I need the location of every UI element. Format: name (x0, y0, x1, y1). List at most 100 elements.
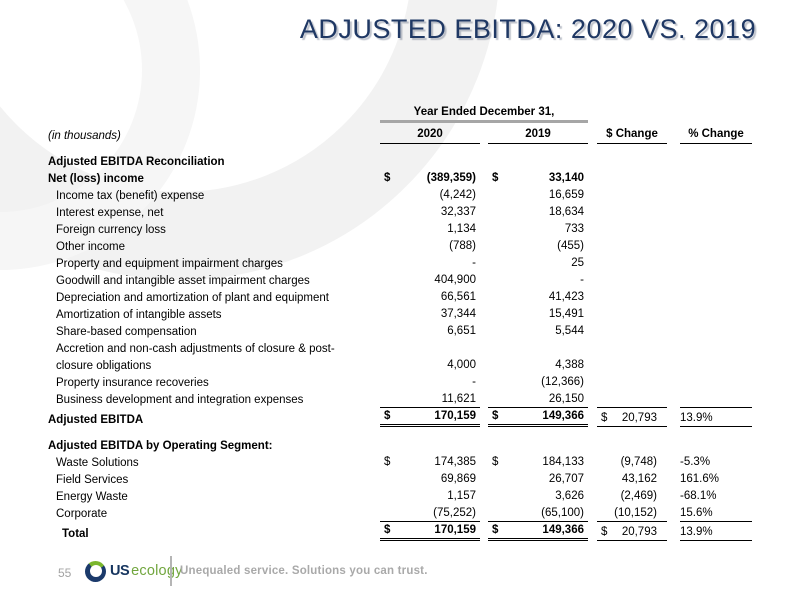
cell-value: 26,707 (548, 473, 584, 485)
table-row: Accretion and non-cash adjustments of cl… (48, 339, 752, 356)
cell-value: -5.3% (680, 456, 711, 468)
cell-value: 25 (571, 257, 584, 269)
cell-value: 26,150 (548, 393, 584, 405)
column-header-2019: 2019 (488, 121, 588, 144)
cell-value: 13.9% (680, 412, 713, 424)
cell-value: (65,100) (541, 507, 584, 519)
us-ecology-logo-icon (85, 560, 106, 582)
row-label: Adjusted EBITDA Reconciliation (48, 156, 225, 168)
row-label: closure obligations (56, 360, 152, 372)
cell-value: 69,869 (440, 473, 476, 485)
cell-value: 11,621 (441, 393, 476, 405)
table-row: Depreciation and amortization of plant a… (48, 288, 752, 305)
row-label: Field Services (56, 474, 129, 486)
table-row: Corporate (75,252) (65,100) (10,152) 15.6% (48, 504, 752, 521)
cell-value: 37,344 (440, 308, 476, 320)
row-label: Share-based compensation (56, 326, 197, 338)
cell-value: - (472, 376, 476, 388)
cell-value: -68.1% (680, 490, 717, 502)
cell-value: 4,000 (447, 359, 476, 371)
logo-text-us: US (110, 563, 130, 579)
cell-value: (2,469) (620, 490, 657, 502)
cell-value: 6,651 (447, 325, 476, 337)
table-row: Property and equipment impairment charge… (48, 254, 752, 271)
table-row: Energy Waste 1,157 3,626 (2,469) -68.1% (48, 487, 752, 504)
cell-value: 15,491 (548, 308, 584, 320)
table-row: Adjusted EBITDA $170,159 $149,366 $20,793 13… (48, 407, 752, 427)
cell-value: (12,366) (541, 376, 584, 388)
table-row: Adjusted EBITDA Reconciliation (48, 152, 752, 169)
financial-table: Year Ended December 31, (in thousands) 2… (48, 104, 752, 541)
cell-value: 1,157 (447, 490, 476, 502)
page-number: 55 (58, 566, 72, 580)
footer-tagline: Unequaled service. Solutions you can tru… (180, 565, 428, 577)
table-row: Interest expense, net 32,337 18,634 (48, 203, 752, 220)
column-header-dollar-change: $ Change (597, 121, 667, 144)
footer-divider (170, 556, 172, 586)
cell-value: (75,252) (433, 507, 476, 519)
row-label: Accretion and non-cash adjustments of cl… (56, 343, 335, 355)
table-row: Adjusted EBITDA by Operating Segment: (48, 436, 752, 453)
cell-value: 404,900 (434, 274, 476, 286)
cell-value: 32,337 (440, 206, 476, 218)
span-header-label: Year Ended December 31, (413, 105, 555, 118)
row-label: Property and equipment impairment charge… (56, 258, 283, 270)
row-label: Property insurance recoveries (56, 377, 209, 389)
table-head-rows: Year Ended December 31, (in thousands) 2… (48, 104, 752, 144)
cell-value: 13.9% (680, 526, 713, 538)
table-row: Property insurance recoveries - (12,366) (48, 373, 752, 390)
table-row: Other income (788) (455) (48, 237, 752, 254)
financial-table-wrap: Year Ended December 31, (in thousands) 2… (48, 104, 752, 541)
cell-value: 41,423 (548, 291, 584, 303)
units-note-cell: (in thousands) (48, 121, 380, 143)
cell-value: 16,659 (548, 189, 584, 201)
dollar-sign: $ (384, 456, 391, 468)
row-label: Income tax (benefit) expense (56, 190, 205, 202)
dollar-sign: $ (492, 410, 499, 422)
row-label: Adjusted EBITDA (48, 414, 144, 426)
cell-value: 170,159 (434, 410, 476, 422)
cell-value: 170,159 (434, 524, 476, 536)
cell-value: (10,152) (614, 507, 657, 519)
cell-value: 5,544 (555, 325, 584, 337)
row-label: Foreign currency loss (56, 224, 166, 236)
row-label: Business development and integration exp… (56, 394, 304, 406)
row-label: Corporate (56, 508, 108, 520)
table-row: closure obligations 4,000 4,388 (48, 356, 752, 373)
table-row (48, 427, 752, 436)
cell-value: 18,634 (548, 206, 584, 218)
cell-value: (389,359) (426, 172, 476, 184)
row-label: Net (loss) income (48, 173, 144, 185)
dollar-sign: $ (601, 526, 608, 538)
row-label: Waste Solutions (56, 457, 139, 469)
table-body: Adjusted EBITDA Reconciliation Net (loss)… (48, 143, 752, 541)
table-row: Business development and integration exp… (48, 390, 752, 407)
row-label: Total (62, 528, 89, 540)
span-header-row: Year Ended December 31, (48, 104, 752, 123)
cell-value: 66,561 (440, 291, 476, 303)
table-row: Net (loss) income $ (389,359) $33,140 (48, 169, 752, 186)
table-row: Goodwill and intangible asset impairment… (48, 271, 752, 288)
table-row: Share-based compensation 6,651 5,544 (48, 322, 752, 339)
page-title: ADJUSTED EBITDA: 2020 VS. 2019 (299, 14, 757, 44)
row-label: Energy Waste (56, 491, 128, 503)
cell-value: 149,366 (542, 410, 584, 422)
us-ecology-logo: US ecology (85, 558, 183, 584)
cell-value: 174,385 (434, 456, 476, 468)
column-header-2020: 2020 (380, 121, 480, 144)
dollar-sign: $ (492, 456, 499, 468)
cell-value: 4,388 (555, 359, 584, 371)
cell-value: - (580, 274, 584, 286)
dollar-sign: $ (384, 172, 391, 184)
table-row: Total $170,159 $149,366 $20,793 13.9% (48, 521, 752, 541)
table-row: Foreign currency loss 1,134 733 (48, 220, 752, 237)
cell-value: 20,793 (621, 526, 657, 538)
column-header-percent-change: % Change (680, 121, 752, 144)
cell-value: 1,134 (447, 223, 476, 235)
row-label: Adjusted EBITDA by Operating Segment: (48, 440, 273, 452)
cell-value: 20,793 (621, 412, 657, 424)
cell-value: 3,626 (555, 490, 584, 502)
cell-value: 43,162 (621, 473, 657, 485)
row-label: Other income (56, 241, 126, 253)
row-label: Depreciation and amortization of plant a… (56, 292, 329, 304)
